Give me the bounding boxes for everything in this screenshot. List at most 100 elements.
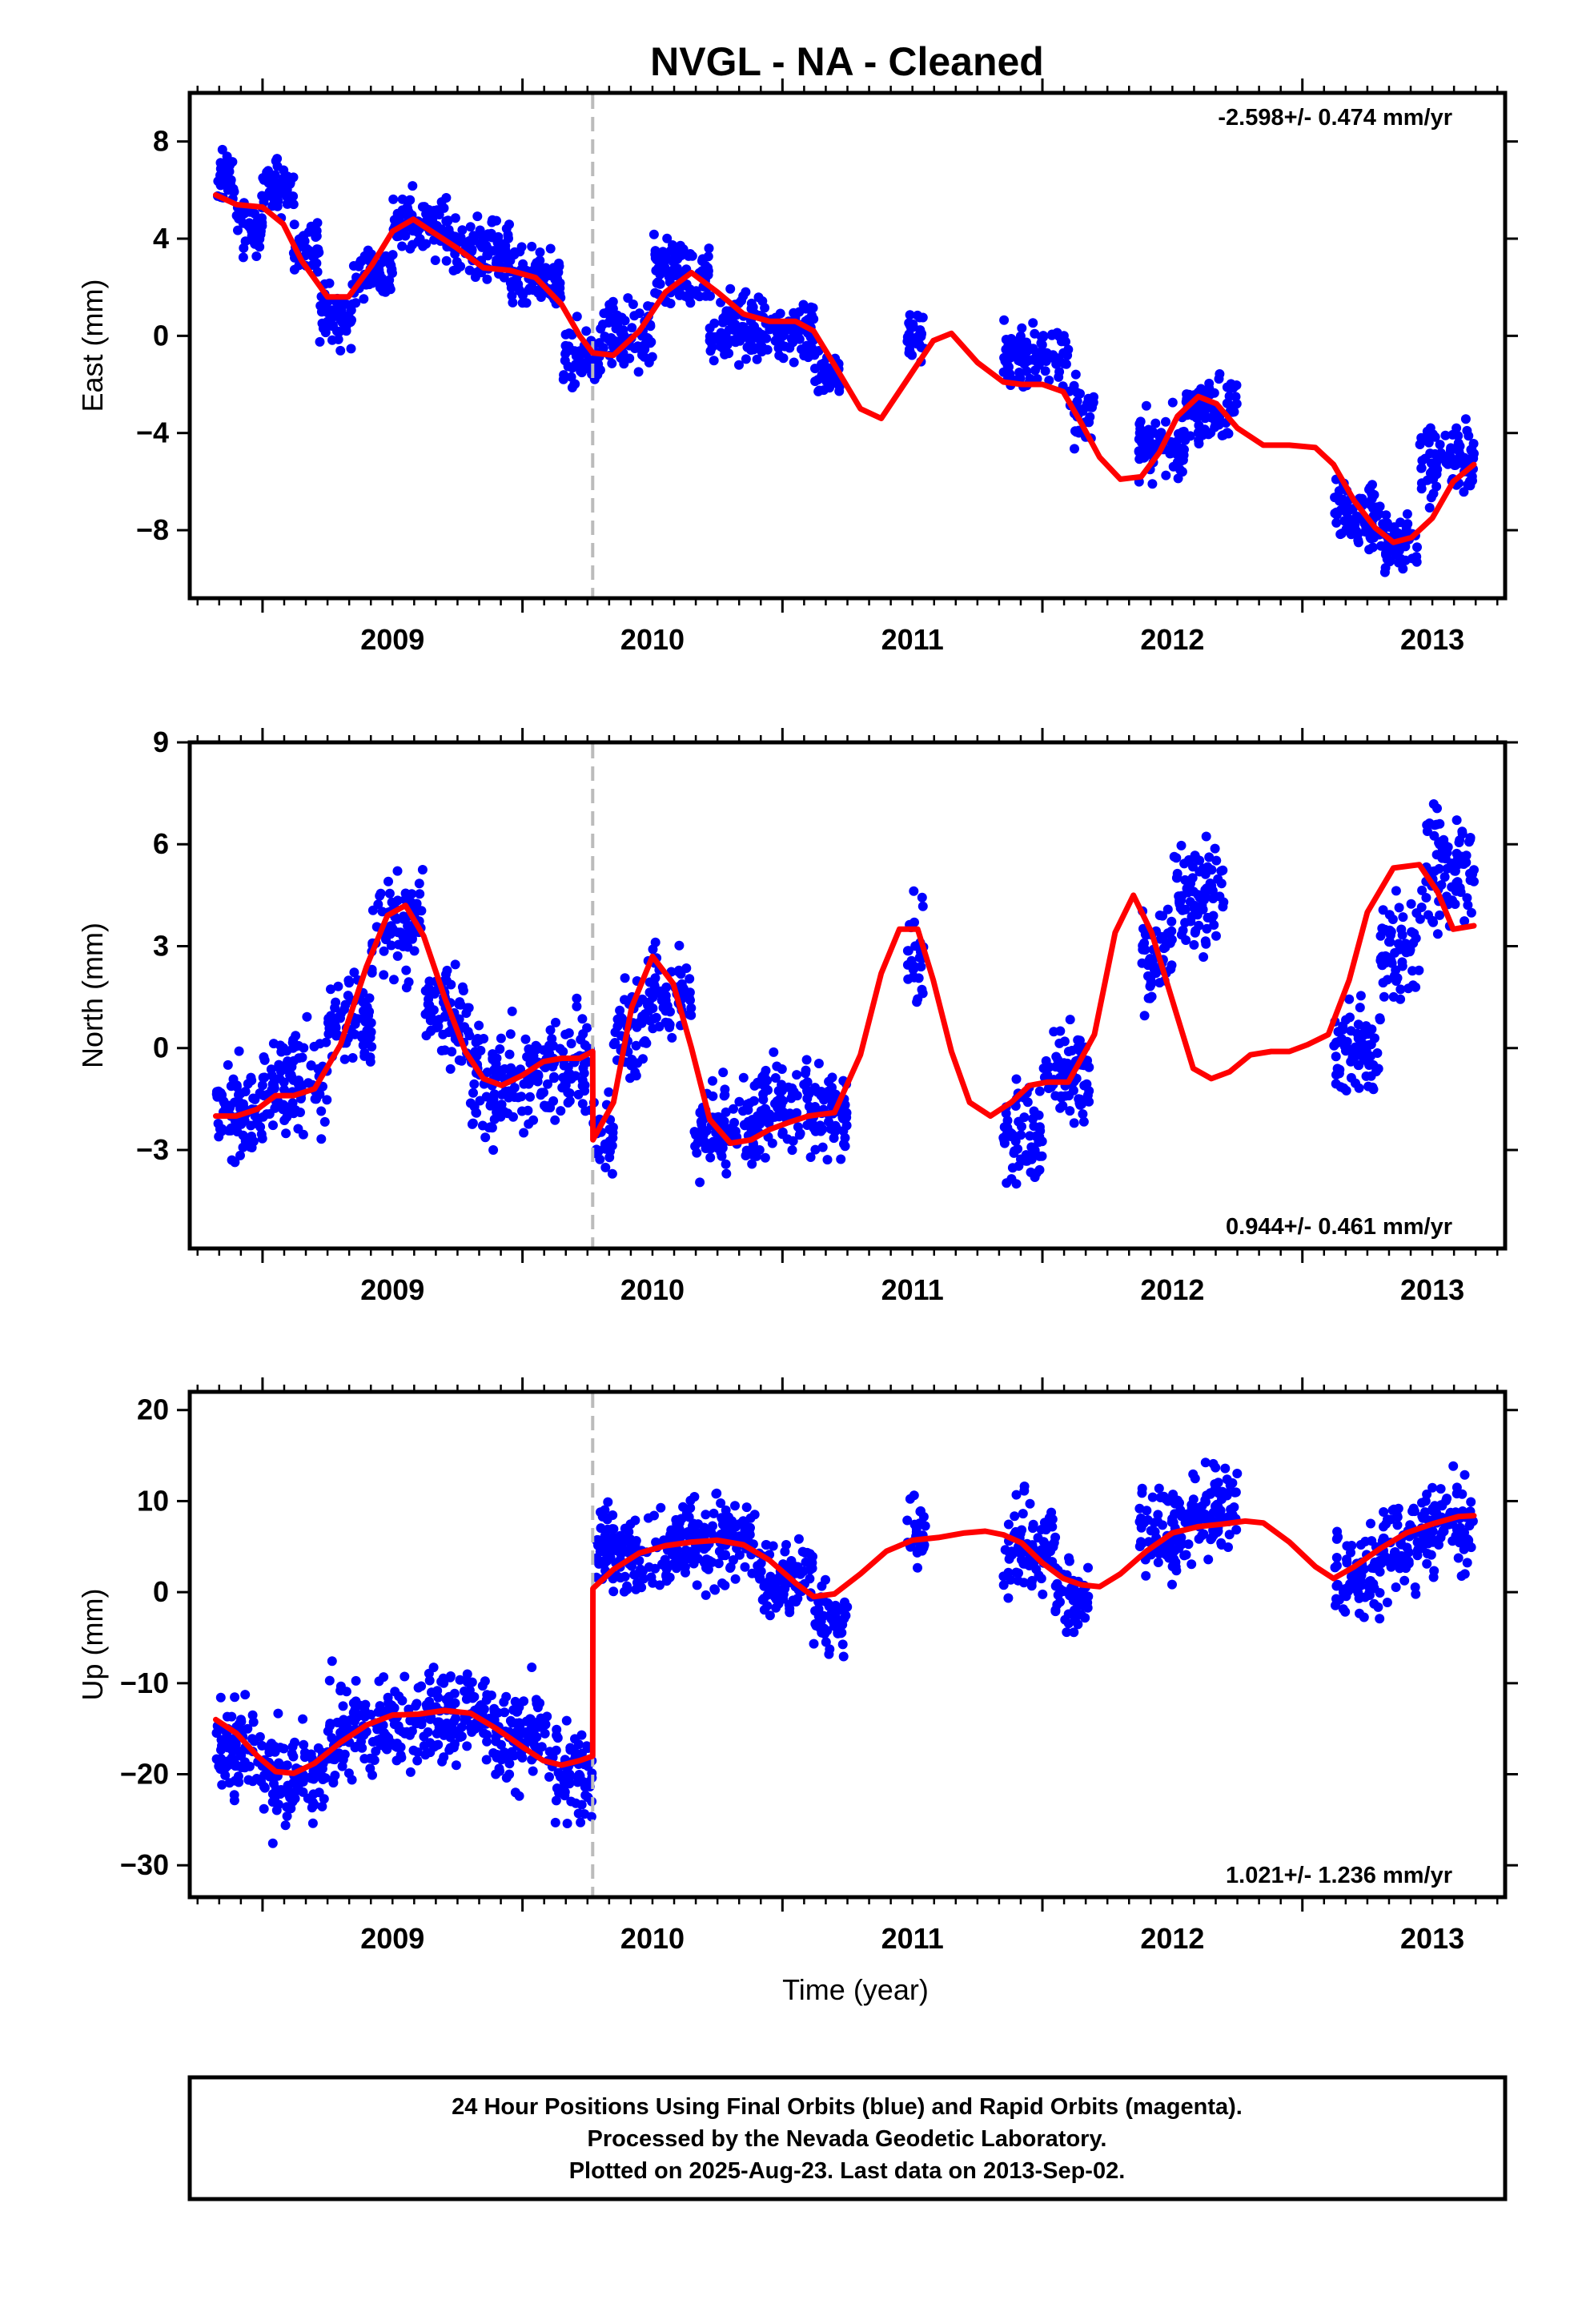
data-point xyxy=(829,1133,839,1144)
data-point xyxy=(676,1514,686,1524)
data-point xyxy=(593,1535,604,1546)
data-point xyxy=(499,272,509,283)
data-point xyxy=(283,1784,293,1795)
data-point xyxy=(455,997,465,1007)
data-point xyxy=(581,1741,592,1751)
data-point xyxy=(730,1501,740,1511)
data-point xyxy=(1408,1503,1419,1514)
data-point xyxy=(288,1778,299,1788)
data-point xyxy=(615,1005,625,1015)
data-point xyxy=(915,1506,926,1517)
data-point xyxy=(540,268,549,278)
data-point xyxy=(697,1124,707,1135)
data-point xyxy=(792,1091,802,1101)
data-point xyxy=(741,354,751,364)
data-point xyxy=(625,1073,635,1084)
data-point xyxy=(1046,350,1057,360)
data-point xyxy=(232,1761,243,1771)
data-point xyxy=(236,1119,247,1129)
data-point xyxy=(1397,930,1407,940)
data-point xyxy=(1162,904,1173,915)
data-point xyxy=(1070,369,1081,380)
data-point xyxy=(234,1046,244,1056)
data-point xyxy=(391,914,402,924)
data-point xyxy=(913,1562,922,1573)
data-point xyxy=(317,1801,327,1811)
data-point xyxy=(1403,519,1413,529)
data-point xyxy=(1225,1480,1235,1490)
data-point xyxy=(441,969,451,979)
data-point xyxy=(447,1047,457,1057)
data-point xyxy=(1468,453,1479,464)
data-point xyxy=(215,180,226,191)
data-point xyxy=(833,1628,843,1638)
data-point xyxy=(1065,1015,1075,1025)
data-point xyxy=(1379,1507,1389,1517)
data-point xyxy=(685,1495,696,1506)
data-point xyxy=(1435,1484,1446,1494)
data-point xyxy=(902,1515,913,1526)
data-point xyxy=(1397,961,1407,971)
data-point xyxy=(1457,1489,1468,1499)
data-point xyxy=(354,261,364,271)
data-point xyxy=(1360,1592,1371,1602)
data-point xyxy=(1068,1085,1078,1096)
data-point xyxy=(1011,1490,1022,1500)
data-point xyxy=(1375,1614,1385,1624)
y-tick-label: 8 xyxy=(153,125,169,158)
data-point xyxy=(1051,1051,1062,1062)
data-point xyxy=(718,1068,729,1078)
data-point xyxy=(491,1736,501,1747)
data-point xyxy=(1386,927,1396,937)
data-point xyxy=(288,199,299,210)
data-point xyxy=(1222,1488,1232,1498)
data-point xyxy=(441,216,452,227)
data-point xyxy=(244,1761,255,1771)
data-point xyxy=(535,247,545,257)
data-point xyxy=(1378,978,1388,988)
data-point xyxy=(1215,369,1225,379)
data-point xyxy=(595,365,605,376)
data-point xyxy=(807,310,817,320)
data-point xyxy=(1347,1571,1356,1582)
data-point xyxy=(1386,1553,1396,1563)
data-point xyxy=(450,959,460,970)
data-point xyxy=(705,1152,716,1163)
data-point xyxy=(278,1061,288,1072)
observation-points xyxy=(211,1458,1478,1848)
data-point xyxy=(709,318,720,328)
data-point xyxy=(482,1730,492,1740)
data-point xyxy=(1231,1487,1241,1498)
data-point xyxy=(412,1755,423,1766)
data-point xyxy=(216,1745,226,1755)
data-point xyxy=(350,1019,360,1029)
data-point xyxy=(1019,1112,1030,1123)
data-point xyxy=(474,1020,484,1031)
data-point xyxy=(243,1775,254,1785)
data-point xyxy=(1203,1554,1214,1565)
data-point xyxy=(639,352,649,362)
data-point xyxy=(425,1714,436,1724)
data-point xyxy=(1342,1541,1352,1551)
data-point xyxy=(812,1087,822,1097)
data-point xyxy=(1432,929,1443,939)
data-point xyxy=(611,1542,621,1552)
data-point xyxy=(814,385,825,396)
data-point xyxy=(408,1745,419,1755)
data-point xyxy=(1413,1543,1423,1554)
data-point xyxy=(665,1532,675,1542)
data-point xyxy=(1188,862,1198,872)
data-point xyxy=(425,1747,436,1758)
data-point xyxy=(1022,366,1032,376)
data-point xyxy=(448,1716,459,1727)
data-point xyxy=(314,1771,323,1781)
data-point xyxy=(1137,1483,1147,1494)
data-point xyxy=(345,1715,355,1725)
data-point xyxy=(1366,1071,1376,1081)
data-point xyxy=(514,1702,524,1712)
data-point xyxy=(436,197,447,207)
data-point xyxy=(655,1580,665,1590)
data-point xyxy=(760,1152,770,1163)
data-point xyxy=(1080,1613,1090,1623)
data-point xyxy=(247,1076,257,1086)
